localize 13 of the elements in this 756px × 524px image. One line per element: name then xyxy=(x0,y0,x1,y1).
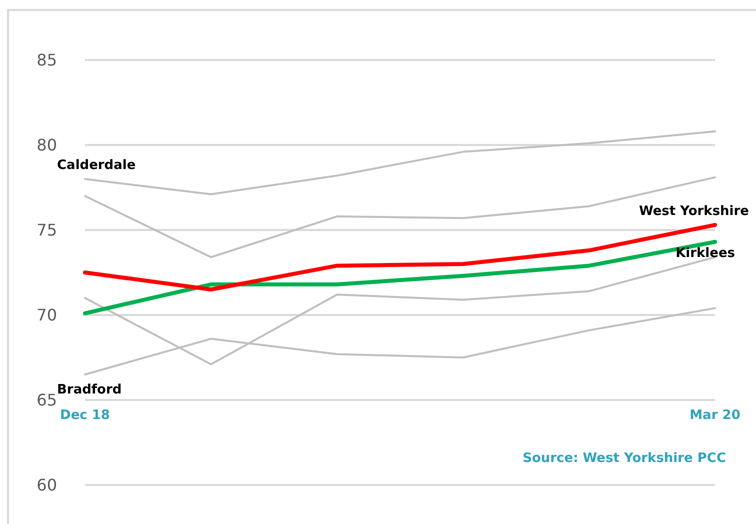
y-tick-label: 80 xyxy=(36,136,57,154)
series-label: Kirklees xyxy=(676,246,736,261)
y-tick-label: 75 xyxy=(36,220,57,240)
series-label: Calderdale xyxy=(57,158,136,173)
series-label: Bradford xyxy=(57,382,122,398)
y-tick-label: 65 xyxy=(36,390,57,410)
x-tick-label: Dec 18 xyxy=(60,408,110,423)
y-tick-label: 85 xyxy=(36,50,57,70)
x-tick-label: Mar 20 xyxy=(690,408,740,423)
series-label: West Yorkshire xyxy=(638,204,750,219)
y-tick-label: 60 xyxy=(36,476,57,494)
y-tick-label: 70 xyxy=(36,306,57,324)
annotation: Source: West Yorkshire PCC xyxy=(522,451,726,466)
